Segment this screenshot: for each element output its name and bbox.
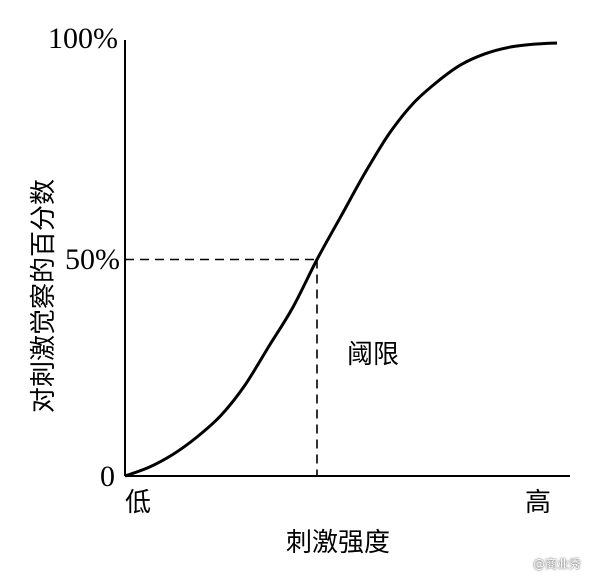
x-tick-label-low: 低	[125, 488, 151, 518]
watermark: @商业秀	[532, 557, 581, 571]
y-tick-label-50: 50%	[65, 243, 120, 276]
x-tick-label-high: 高	[525, 488, 551, 518]
y-tick-label-0: 0	[100, 460, 115, 493]
y-axis-title: 对刺激觉察的百分数	[29, 179, 59, 413]
threshold-label: 阈限	[347, 340, 399, 370]
x-axis-title: 刺激强度	[286, 528, 390, 558]
detection-curve	[124, 41, 558, 478]
y-tick-label-100: 100%	[48, 22, 118, 55]
